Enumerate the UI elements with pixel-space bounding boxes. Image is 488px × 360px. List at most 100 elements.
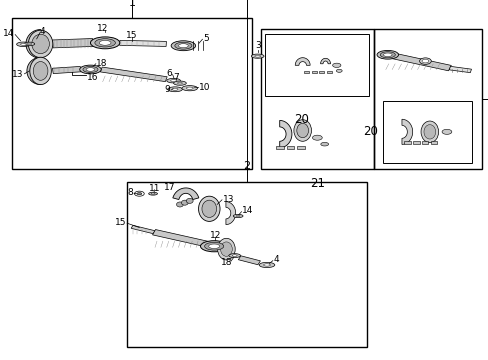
Ellipse shape — [30, 57, 51, 85]
Polygon shape — [279, 120, 291, 148]
Ellipse shape — [28, 30, 53, 58]
Bar — [430, 141, 436, 144]
Ellipse shape — [167, 87, 182, 92]
Text: 8: 8 — [127, 188, 133, 197]
Text: 18: 18 — [96, 58, 107, 68]
Ellipse shape — [320, 142, 328, 146]
Bar — [304, 71, 309, 73]
Text: 4: 4 — [273, 256, 279, 264]
Ellipse shape — [423, 125, 435, 139]
Ellipse shape — [198, 196, 220, 221]
Polygon shape — [26, 30, 41, 58]
Polygon shape — [52, 67, 81, 73]
Bar — [311, 71, 316, 73]
Ellipse shape — [263, 264, 270, 266]
Ellipse shape — [208, 244, 219, 248]
Polygon shape — [448, 66, 470, 73]
Bar — [12, 18, 251, 169]
Text: 2: 2 — [243, 161, 250, 171]
Ellipse shape — [233, 214, 243, 217]
Polygon shape — [52, 39, 93, 48]
Ellipse shape — [336, 69, 342, 72]
Text: 10: 10 — [199, 83, 210, 91]
Text: 21: 21 — [309, 177, 324, 190]
Ellipse shape — [251, 54, 264, 58]
Ellipse shape — [182, 86, 197, 91]
Text: 20: 20 — [363, 125, 377, 138]
Polygon shape — [27, 57, 41, 85]
Ellipse shape — [204, 242, 224, 250]
Polygon shape — [320, 58, 330, 64]
Polygon shape — [238, 256, 260, 265]
Text: 6: 6 — [166, 69, 172, 78]
Text: 13: 13 — [222, 194, 234, 204]
Ellipse shape — [441, 129, 451, 134]
Ellipse shape — [202, 200, 216, 217]
Bar — [382, 101, 471, 163]
Ellipse shape — [421, 59, 428, 63]
Ellipse shape — [419, 58, 430, 64]
Ellipse shape — [312, 135, 322, 140]
Ellipse shape — [148, 192, 157, 195]
Ellipse shape — [166, 78, 180, 83]
Text: 1: 1 — [128, 0, 135, 8]
Ellipse shape — [236, 215, 240, 217]
Ellipse shape — [171, 41, 195, 51]
Ellipse shape — [83, 67, 98, 72]
Ellipse shape — [172, 88, 178, 90]
Text: 7: 7 — [173, 72, 179, 81]
Text: 17: 17 — [164, 183, 176, 192]
Text: 20: 20 — [294, 113, 308, 126]
Ellipse shape — [99, 40, 111, 45]
Ellipse shape — [293, 120, 311, 141]
Ellipse shape — [217, 238, 235, 260]
Ellipse shape — [137, 193, 142, 195]
Ellipse shape — [259, 262, 274, 267]
Polygon shape — [131, 225, 155, 234]
Bar — [127, 182, 366, 347]
Bar — [404, 141, 410, 144]
Polygon shape — [295, 58, 309, 65]
Bar — [261, 29, 373, 169]
Text: 12: 12 — [97, 24, 108, 33]
Polygon shape — [225, 202, 235, 225]
Bar — [373, 29, 481, 169]
Ellipse shape — [90, 37, 120, 49]
Bar — [319, 71, 324, 73]
Ellipse shape — [33, 62, 48, 80]
Ellipse shape — [232, 255, 237, 256]
Ellipse shape — [177, 82, 182, 84]
Bar — [297, 146, 305, 149]
Polygon shape — [383, 51, 450, 71]
Ellipse shape — [80, 65, 101, 74]
Ellipse shape — [178, 44, 188, 48]
Ellipse shape — [173, 81, 186, 85]
Ellipse shape — [181, 200, 188, 205]
Polygon shape — [401, 119, 412, 144]
Polygon shape — [120, 40, 166, 46]
Text: 11: 11 — [148, 184, 160, 193]
Polygon shape — [100, 67, 167, 82]
Text: 15: 15 — [114, 218, 126, 227]
Text: 16: 16 — [87, 72, 99, 81]
Ellipse shape — [24, 42, 35, 46]
Ellipse shape — [27, 43, 32, 45]
Ellipse shape — [170, 80, 176, 82]
Bar — [412, 141, 419, 144]
Bar — [275, 146, 283, 149]
Text: 9: 9 — [164, 85, 170, 94]
Ellipse shape — [228, 254, 240, 257]
Ellipse shape — [380, 52, 394, 58]
Ellipse shape — [383, 53, 391, 57]
Ellipse shape — [186, 198, 193, 203]
Polygon shape — [152, 230, 211, 247]
Ellipse shape — [220, 242, 232, 256]
Bar — [286, 146, 294, 149]
Ellipse shape — [176, 202, 183, 207]
Ellipse shape — [296, 123, 308, 138]
Text: 13: 13 — [12, 70, 23, 79]
Ellipse shape — [151, 193, 155, 194]
Ellipse shape — [17, 42, 30, 46]
Bar — [326, 71, 331, 73]
Ellipse shape — [200, 241, 227, 252]
